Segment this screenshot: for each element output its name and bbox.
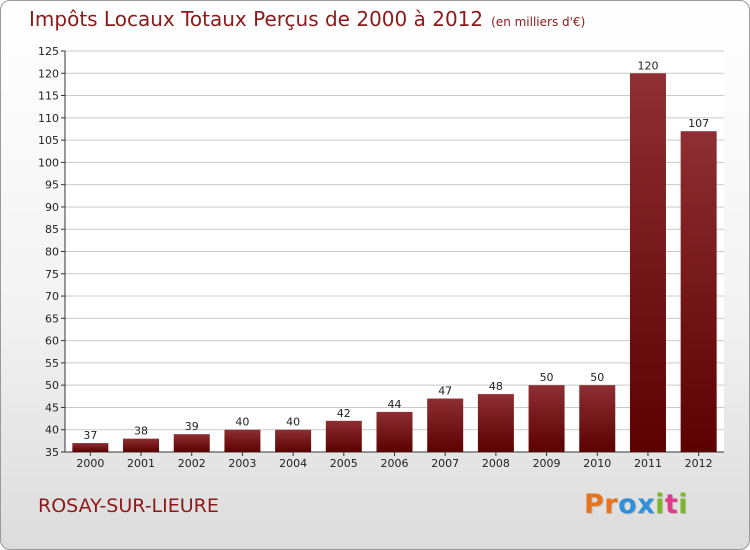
data-label: 50 [590, 371, 604, 384]
y-tick-label: 125 [38, 45, 59, 58]
data-label: 48 [489, 380, 503, 393]
x-tick-label: 2000 [76, 457, 104, 470]
bar [478, 394, 514, 452]
data-label: 50 [540, 371, 554, 384]
y-tick-label: 115 [38, 90, 59, 103]
bar [123, 439, 159, 452]
y-tick-label: 55 [45, 357, 59, 370]
x-tick-label: 2011 [634, 457, 662, 470]
data-label: 40 [286, 416, 300, 429]
x-tick-label: 2007 [431, 457, 459, 470]
data-label: 38 [134, 425, 148, 438]
x-tick-label: 2010 [583, 457, 611, 470]
y-tick-label: 120 [38, 67, 59, 80]
data-label: 107 [688, 117, 709, 130]
y-tick-label: 105 [38, 134, 59, 147]
data-label: 120 [637, 59, 658, 72]
y-tick-label: 50 [45, 379, 59, 392]
y-tick-label: 70 [45, 290, 59, 303]
bar [275, 430, 311, 452]
x-tick-label: 2001 [127, 457, 155, 470]
bar [630, 73, 666, 452]
y-tick-label: 40 [45, 424, 59, 437]
y-tick-label: 80 [45, 246, 59, 259]
bar [174, 434, 210, 452]
y-tick-label: 100 [38, 156, 59, 169]
x-tick-label: 2003 [228, 457, 256, 470]
x-tick-label: 2004 [279, 457, 307, 470]
bar [427, 399, 463, 452]
x-tick-label: 2009 [533, 457, 561, 470]
bar [681, 131, 717, 452]
data-label: 47 [438, 385, 452, 398]
bar [529, 385, 565, 452]
x-tick-label: 2008 [482, 457, 510, 470]
bar [377, 412, 413, 452]
x-tick-label: 2006 [381, 457, 409, 470]
data-label: 37 [83, 429, 97, 442]
bar [72, 443, 108, 452]
logo-letter: x [637, 489, 655, 520]
x-tick-label: 2012 [685, 457, 713, 470]
data-label: 44 [388, 398, 402, 411]
data-label: 39 [185, 420, 199, 433]
proxiti-logo: Proxiti [584, 489, 688, 520]
logo-letter: i [678, 489, 688, 520]
logo-letter: P [584, 489, 604, 520]
y-tick-label: 75 [45, 268, 59, 281]
y-tick-label: 45 [45, 401, 59, 414]
data-label: 40 [235, 416, 249, 429]
logo-letter: o [618, 489, 637, 520]
logo-letter: r [604, 489, 618, 520]
y-tick-label: 60 [45, 335, 59, 348]
y-tick-label: 90 [45, 201, 59, 214]
logo-letter: i [655, 489, 665, 520]
bar [579, 385, 615, 452]
y-tick-label: 65 [45, 312, 59, 325]
commune-name: ROSAY-SUR-LIEURE [38, 495, 219, 517]
y-tick-label: 35 [45, 446, 59, 459]
bar [224, 430, 260, 452]
y-tick-label: 110 [38, 112, 59, 125]
x-tick-label: 2002 [178, 457, 206, 470]
y-tick-label: 95 [45, 179, 59, 192]
data-label: 42 [337, 407, 351, 420]
x-tick-label: 2005 [330, 457, 358, 470]
logo-letter: t [665, 489, 678, 520]
bar [326, 421, 362, 452]
y-tick-label: 85 [45, 223, 59, 236]
